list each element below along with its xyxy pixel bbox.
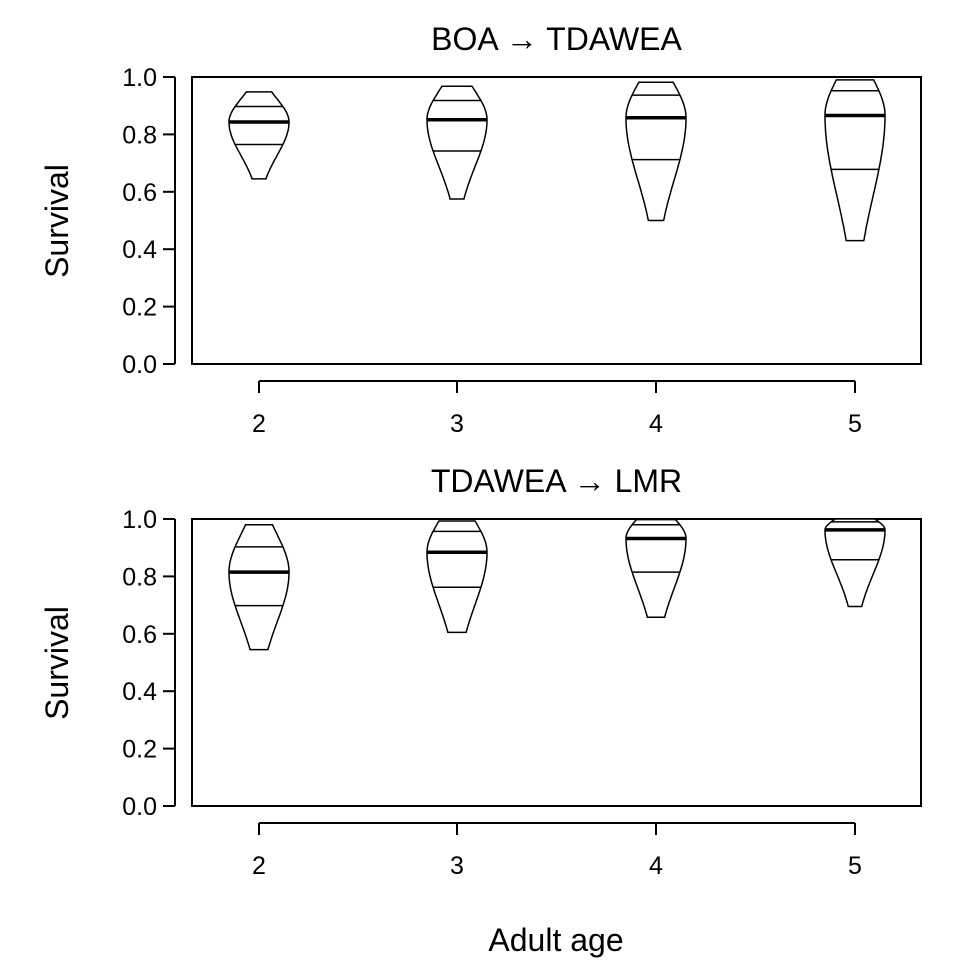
violin-age-5 xyxy=(824,79,886,242)
violin-age-4 xyxy=(625,81,687,222)
chart-title: TDAWEA → LMR xyxy=(431,463,682,499)
violin-shape xyxy=(824,79,886,242)
y-axis-title: Survival xyxy=(39,606,75,720)
y-tick-label: 0.0 xyxy=(122,351,157,379)
violin-age-3 xyxy=(426,520,488,634)
y-tick-label: 0.2 xyxy=(122,294,157,322)
x-tick-label: 5 xyxy=(848,410,862,438)
violin-shape xyxy=(625,81,687,222)
y-tick-label: 0.0 xyxy=(122,793,157,821)
panel-boa-tdawea: BOA → TDAWEA 0.0 0.2 0.4 0.6 0.8 1.0 2 3 4 5 Surviv… xyxy=(39,21,922,438)
violin-age-2 xyxy=(228,523,290,651)
chart-title: BOA → TDAWEA xyxy=(431,21,682,57)
x-tick-label: 2 xyxy=(252,410,266,438)
y-tick-label: 1.0 xyxy=(122,64,157,92)
y-tick-label: 0.6 xyxy=(122,179,157,207)
violin-shape xyxy=(426,520,488,634)
x-tick-label: 4 xyxy=(649,852,663,880)
y-axis-title: Survival xyxy=(39,164,75,278)
panel-tdawea-lmr: TDAWEA → LMR 0.0 0.2 0.4 0.6 0.8 1.0 2 3 4 5 Surviv… xyxy=(39,463,922,880)
plot-frame xyxy=(191,76,922,365)
violin-shape xyxy=(228,523,290,651)
violin-shape xyxy=(824,518,886,608)
x-axis-title: Adult age xyxy=(488,922,623,958)
y-tick-label: 0.4 xyxy=(122,678,157,706)
y-tick-label: 0.8 xyxy=(122,121,157,149)
x-tick-label: 2 xyxy=(252,852,266,880)
y-tick-label: 0.6 xyxy=(122,621,157,649)
x-tick-label: 4 xyxy=(649,410,663,438)
violin-age-4 xyxy=(625,518,687,618)
x-tick-label: 5 xyxy=(848,852,862,880)
violin-shape xyxy=(228,91,290,180)
y-tick-label: 1.0 xyxy=(122,506,157,534)
violin-shape xyxy=(625,518,687,618)
violin-age-3 xyxy=(426,85,488,200)
x-tick-label: 3 xyxy=(450,410,464,438)
violin-age-2 xyxy=(228,91,290,180)
plot-frame xyxy=(191,518,922,807)
violin-age-5 xyxy=(824,518,886,608)
violin-shape xyxy=(426,85,488,200)
y-tick-label: 0.8 xyxy=(122,563,157,591)
y-tick-label: 0.2 xyxy=(122,736,157,764)
x-tick-label: 3 xyxy=(450,852,464,880)
y-tick-label: 0.4 xyxy=(122,236,157,264)
